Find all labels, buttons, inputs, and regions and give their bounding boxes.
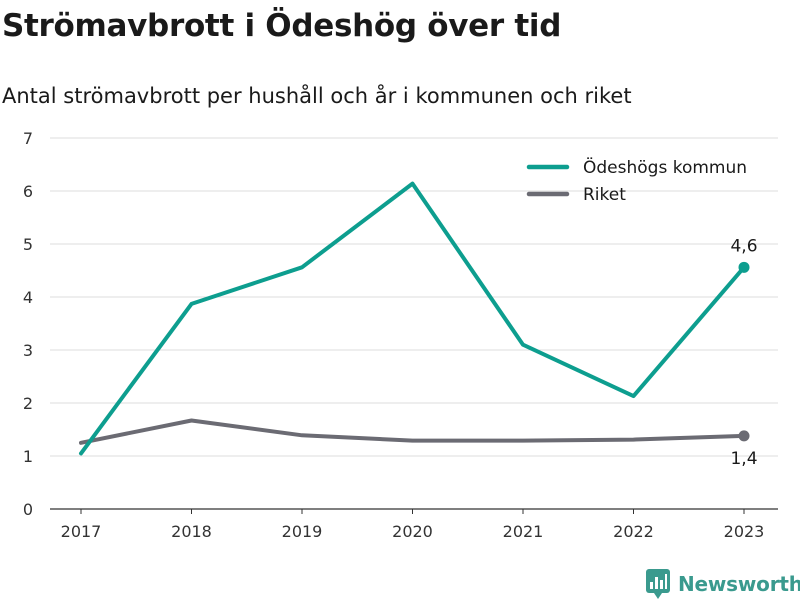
x-tick-label: 2021 xyxy=(503,522,544,541)
series-line-ödeshögs-kommun xyxy=(79,181,746,456)
x-tick-label: 2018 xyxy=(171,522,212,541)
x-axis: 2017 2018 2019 2020 2021 2022 2023 xyxy=(50,508,778,541)
y-tick-label: 6 xyxy=(23,182,33,201)
newsworthy-icon xyxy=(646,569,670,599)
brand-name: Newsworthy xyxy=(678,572,800,596)
x-tick-label: 2019 xyxy=(282,522,323,541)
x-tick-label: 2020 xyxy=(392,522,433,541)
x-tick-label: 2017 xyxy=(61,522,102,541)
end-point xyxy=(738,261,750,273)
grid xyxy=(50,137,778,457)
y-tick-label: 5 xyxy=(23,235,33,254)
y-axis: 0 1 2 3 4 5 6 7 xyxy=(23,129,33,519)
x-tick-label: 2023 xyxy=(724,522,765,541)
y-tick-label: 1 xyxy=(23,447,33,466)
chart-subtitle: Antal strömavbrott per hushåll och år i … xyxy=(2,84,632,108)
y-tick-label: 2 xyxy=(23,394,33,413)
y-tick-label: 4 xyxy=(23,288,33,307)
legend: Ödeshögs kommun Riket xyxy=(526,156,747,205)
data-label: 1,4 xyxy=(730,449,757,469)
y-tick-label: 7 xyxy=(23,129,33,148)
legend-entry: Ödeshögs kommun xyxy=(583,156,747,178)
data-label: 4,6 xyxy=(730,236,757,256)
series-line-riket xyxy=(79,418,746,445)
series-lines: 4,6 1,4 xyxy=(79,181,758,469)
newsworthy-logo: Newsworthy xyxy=(646,569,800,599)
y-tick-label: 0 xyxy=(23,500,33,519)
end-point xyxy=(738,430,750,442)
legend-entry: Riket xyxy=(583,185,626,205)
x-tick-label: 2022 xyxy=(613,522,654,541)
y-tick-label: 3 xyxy=(23,341,33,360)
chart-title: Strömavbrott i Ödeshög över tid xyxy=(2,8,562,44)
